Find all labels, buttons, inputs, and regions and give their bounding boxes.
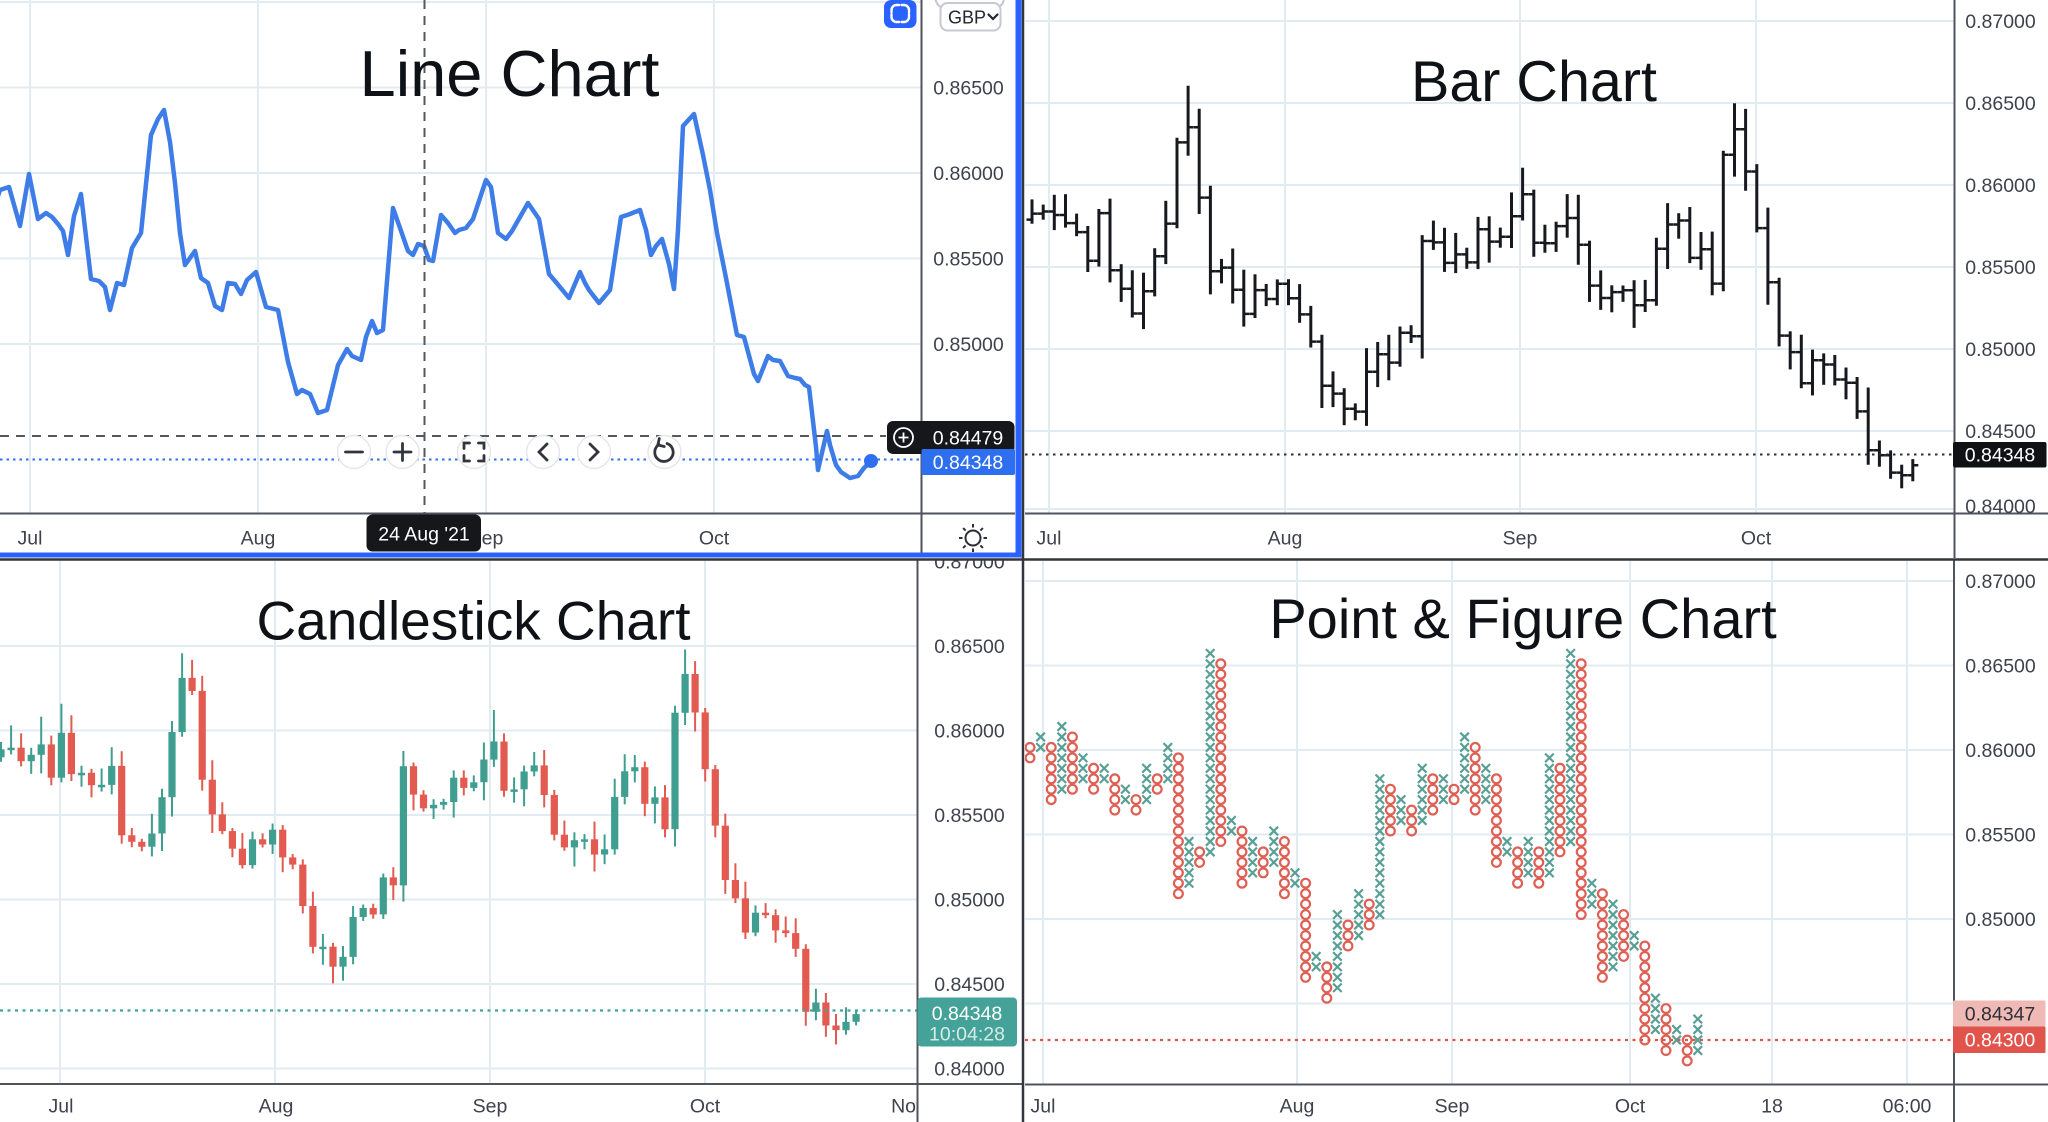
svg-text:Jul: Jul: [49, 1096, 74, 1118]
svg-text:0.85500: 0.85500: [933, 249, 1004, 271]
svg-text:Oct: Oct: [690, 1096, 721, 1118]
svg-text:0.84500: 0.84500: [934, 974, 1005, 996]
svg-text:0.84348: 0.84348: [932, 1003, 1003, 1025]
svg-text:Line Chart: Line Chart: [360, 37, 660, 110]
svg-text:Jul: Jul: [1037, 528, 1062, 550]
svg-text:Candlestick Chart: Candlestick Chart: [256, 590, 690, 652]
svg-text:0.85500: 0.85500: [934, 805, 1005, 827]
svg-text:No: No: [891, 1096, 916, 1118]
svg-text:0.85500: 0.85500: [1965, 257, 2036, 279]
svg-text:Jul: Jul: [1031, 1096, 1056, 1118]
svg-text:0.86000: 0.86000: [933, 163, 1004, 185]
svg-text:0.84500: 0.84500: [1965, 421, 2036, 443]
svg-text:0.86500: 0.86500: [933, 78, 1004, 100]
svg-text:0.84479: 0.84479: [933, 428, 1004, 450]
svg-text:Aug: Aug: [1280, 1096, 1315, 1118]
svg-text:0.84348: 0.84348: [933, 452, 1004, 474]
svg-text:0.87000: 0.87000: [934, 552, 1005, 574]
svg-text:10:04:28: 10:04:28: [929, 1024, 1005, 1046]
svg-text:0.86000: 0.86000: [1965, 175, 2036, 197]
svg-text:0.86000: 0.86000: [1965, 740, 2036, 762]
svg-text:0.86000: 0.86000: [934, 721, 1005, 743]
svg-text:0.86500: 0.86500: [1965, 93, 2036, 115]
svg-text:0.85000: 0.85000: [934, 890, 1005, 912]
svg-text:06:00: 06:00: [1883, 1096, 1932, 1118]
svg-text:Sep: Sep: [1503, 528, 1538, 550]
svg-text:0.86500: 0.86500: [934, 636, 1005, 658]
svg-text:0.85000: 0.85000: [1965, 339, 2036, 361]
svg-text:0.85500: 0.85500: [1965, 825, 2036, 847]
svg-text:24 Aug '21: 24 Aug '21: [378, 524, 470, 546]
svg-text:Point & Figure Chart: Point & Figure Chart: [1269, 587, 1777, 650]
svg-text:18: 18: [1761, 1096, 1783, 1118]
svg-text:Sep: Sep: [473, 1096, 508, 1118]
svg-text:Bar Chart: Bar Chart: [1411, 50, 1657, 114]
svg-text:Aug: Aug: [1268, 528, 1303, 550]
svg-text:Sep: Sep: [1435, 1096, 1470, 1118]
svg-text:0.84347: 0.84347: [1965, 1004, 2036, 1026]
svg-text:0.84000: 0.84000: [934, 1059, 1005, 1081]
svg-text:0.84000: 0.84000: [1965, 496, 2036, 518]
svg-text:Oct: Oct: [1615, 1096, 1646, 1118]
svg-text:Oct: Oct: [699, 528, 730, 550]
svg-text:GBP: GBP: [948, 8, 986, 28]
svg-text:0.85000: 0.85000: [933, 334, 1004, 356]
svg-text:0.85000: 0.85000: [1965, 909, 2036, 931]
svg-text:0.84348: 0.84348: [1965, 445, 2036, 467]
svg-text:0.87000: 0.87000: [1965, 11, 2036, 33]
svg-text:Jul: Jul: [18, 528, 43, 550]
svg-text:0.86500: 0.86500: [1965, 656, 2036, 678]
svg-text:Oct: Oct: [1741, 528, 1772, 550]
svg-text:0.87000: 0.87000: [1965, 571, 2036, 593]
svg-text:Aug: Aug: [241, 528, 276, 550]
svg-text:0.84300: 0.84300: [1965, 1030, 2036, 1052]
svg-text:Aug: Aug: [259, 1096, 294, 1118]
